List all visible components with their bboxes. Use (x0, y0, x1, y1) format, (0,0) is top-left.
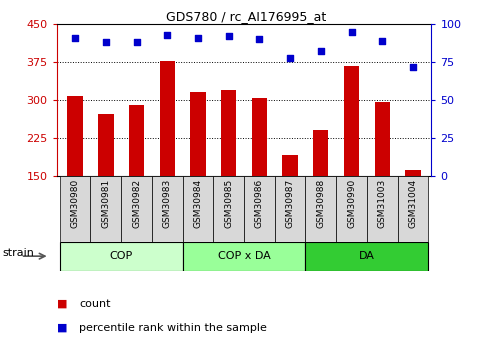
Bar (367, 176, 397, 242)
Bar (182, 176, 213, 242)
Point (102, 40, 110, 45)
Point (348, 29, 355, 34)
Bar (336, 176, 367, 242)
Bar (98, 114, 113, 176)
Text: GSM30990: GSM30990 (347, 179, 356, 228)
Text: COP x DA: COP x DA (218, 251, 270, 261)
Point (378, 38, 386, 43)
Text: GSM30981: GSM30981 (102, 179, 110, 228)
Text: percentile rank within the sample: percentile rank within the sample (79, 323, 267, 333)
Bar (190, 92, 206, 176)
Text: GSM30984: GSM30984 (193, 179, 203, 228)
Text: GSM30985: GSM30985 (224, 179, 233, 228)
Text: GDS780 / rc_AI176995_at: GDS780 / rc_AI176995_at (166, 10, 327, 23)
Bar (60, 176, 91, 242)
Point (286, 55, 294, 60)
Bar (252, 98, 267, 176)
Text: GSM30988: GSM30988 (317, 179, 325, 228)
Bar (60, 241, 182, 271)
Text: GSM31003: GSM31003 (378, 179, 387, 228)
Text: GSM31004: GSM31004 (408, 179, 418, 228)
Point (133, 40, 141, 45)
Point (255, 37, 263, 42)
Bar (121, 176, 152, 242)
Bar (68, 96, 83, 176)
Bar (397, 176, 428, 242)
Bar (405, 170, 421, 176)
Bar (344, 66, 359, 176)
Text: GSM30980: GSM30980 (70, 179, 80, 228)
Bar (152, 176, 182, 242)
Bar (160, 61, 175, 176)
Text: ■: ■ (57, 323, 67, 333)
Bar (375, 102, 390, 176)
Text: COP: COP (109, 251, 133, 261)
Bar (313, 130, 328, 176)
Bar (306, 176, 336, 242)
Point (317, 49, 325, 54)
Text: GSM30982: GSM30982 (132, 179, 141, 228)
Bar (306, 241, 428, 271)
Bar (244, 176, 275, 242)
Point (163, 32, 171, 38)
Bar (213, 176, 244, 242)
Point (225, 33, 233, 39)
Text: GSM30987: GSM30987 (285, 179, 295, 228)
Text: GSM30983: GSM30983 (163, 179, 172, 228)
Text: count: count (79, 299, 110, 308)
Point (71, 35, 79, 41)
Bar (275, 176, 306, 242)
Bar (282, 155, 298, 176)
Point (409, 64, 417, 69)
Point (194, 35, 202, 41)
Text: GSM30986: GSM30986 (255, 179, 264, 228)
Bar (129, 105, 144, 176)
Bar (91, 176, 121, 242)
Bar (182, 241, 306, 271)
Text: ■: ■ (57, 299, 67, 308)
Text: strain: strain (2, 248, 35, 258)
Text: DA: DA (359, 251, 375, 261)
Bar (221, 90, 236, 176)
